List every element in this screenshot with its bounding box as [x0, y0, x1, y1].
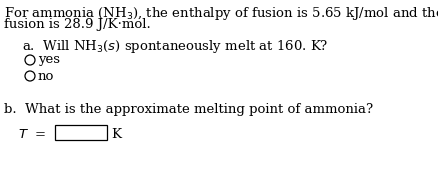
Text: b.  What is the approximate melting point of ammonia?: b. What is the approximate melting point… — [4, 103, 372, 116]
Bar — [55, 125, 107, 140]
Text: $T$  =: $T$ = — [18, 128, 46, 141]
Text: a.  Will NH$_3$($s$) spontaneously melt at 160. K?: a. Will NH$_3$($s$) spontaneously melt a… — [22, 38, 328, 55]
Text: K: K — [111, 128, 121, 141]
Text: yes: yes — [38, 53, 60, 66]
Text: For ammonia (NH$_3$), the enthalpy of fusion is 5.65 kJ/mol and the entropy of: For ammonia (NH$_3$), the enthalpy of fu… — [4, 5, 438, 22]
Text: no: no — [38, 69, 54, 82]
Text: fusion is 28.9 J/K·mol.: fusion is 28.9 J/K·mol. — [4, 18, 150, 31]
